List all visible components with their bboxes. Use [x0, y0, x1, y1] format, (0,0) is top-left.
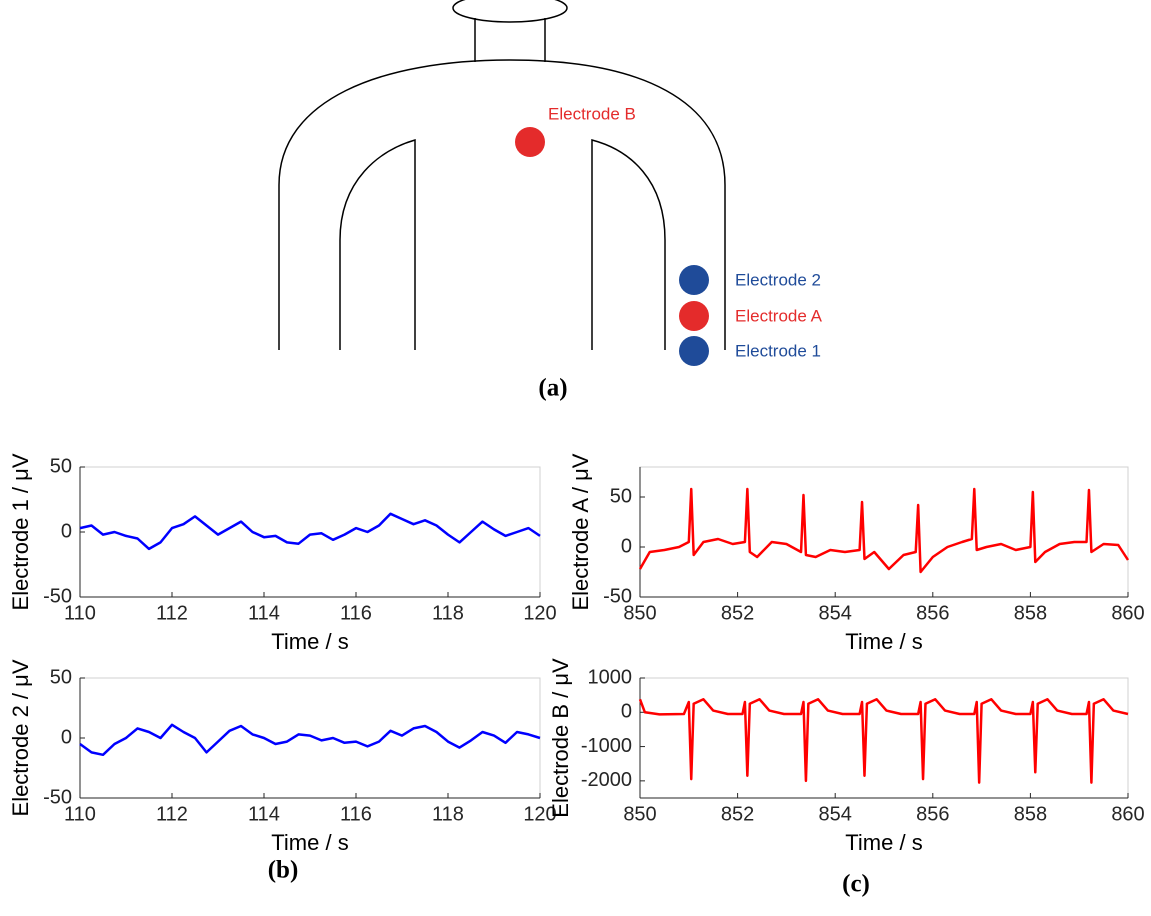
y-tick-label: 0: [61, 726, 72, 748]
x-tick-label: 120: [523, 602, 556, 624]
y-axis-label: Electrode A / μV: [568, 453, 593, 610]
x-tick-label: 858: [1014, 602, 1047, 624]
x-tick-label: 112: [156, 803, 188, 825]
x-tick-label: 116: [340, 803, 372, 825]
x-tick-label: 858: [1014, 803, 1047, 825]
data-line: [638, 698, 1129, 784]
x-tick-label: 118: [432, 803, 464, 825]
x-tick-label: 118: [432, 602, 464, 624]
vessel-top: [452, 0, 568, 23]
electrode-marker: [679, 265, 709, 295]
x-tick-label: 120: [523, 803, 556, 825]
x-axis-label: Time / s: [271, 629, 348, 654]
x-tick-label: 856: [916, 602, 949, 624]
y-tick-label: -2000: [581, 769, 632, 791]
x-tick-label: 854: [819, 803, 852, 825]
y-tick-label: 50: [50, 455, 72, 477]
y-axis-label: Electrode 2 / μV: [8, 659, 33, 816]
y-tick-label: 0: [621, 701, 632, 723]
x-axis-label: Time / s: [845, 629, 922, 654]
x-tick-label: 860: [1111, 803, 1144, 825]
caption: (c): [842, 871, 870, 898]
x-tick-label: 850: [623, 602, 656, 624]
y-tick-label: -1000: [581, 735, 632, 757]
y-tick-label: 50: [50, 666, 72, 688]
electrode-label: Electrode A: [735, 306, 823, 325]
y-tick-label: 0: [621, 535, 632, 557]
data-line: [79, 512, 541, 551]
electrode-label: Electrode B: [548, 104, 636, 123]
x-tick-label: 114: [248, 602, 280, 624]
y-axis-label: Electrode B / μV: [548, 658, 573, 818]
y-tick-label: 50: [610, 485, 632, 507]
vessel-inner-right: [591, 139, 666, 350]
caption: (a): [538, 375, 567, 402]
x-tick-label: 850: [623, 803, 656, 825]
electrode-label: Electrode 2: [735, 270, 821, 289]
plot-frame: [639, 677, 1129, 799]
x-tick-label: 852: [721, 602, 754, 624]
x-tick-label: 110: [64, 602, 96, 624]
electrode-marker: [679, 336, 709, 366]
y-tick-label: 1000: [588, 666, 633, 688]
y-tick-label: -50: [43, 585, 72, 607]
y-axis-label: Electrode 1 / μV: [8, 453, 33, 610]
x-tick-label: 860: [1111, 602, 1144, 624]
caption: (b): [268, 857, 299, 884]
x-tick-label: 854: [819, 602, 852, 624]
data-line: [638, 487, 1130, 574]
electrode-label: Electrode 1: [735, 341, 821, 360]
x-tick-label: 112: [156, 602, 188, 624]
y-tick-label: -50: [43, 786, 72, 808]
vessel-diagram: [278, 0, 726, 350]
y-tick-label: -50: [603, 585, 632, 607]
data-line: [79, 723, 541, 757]
electrode-marker: [679, 301, 709, 331]
x-tick-label: 856: [916, 803, 949, 825]
plot-frame: [639, 466, 1129, 598]
x-tick-label: 110: [64, 803, 96, 825]
vessel-outer: [278, 59, 726, 350]
x-axis-label: Time / s: [845, 830, 922, 855]
y-tick-label: 0: [61, 520, 72, 542]
x-axis-label: Time / s: [271, 830, 348, 855]
x-tick-label: 116: [340, 602, 372, 624]
x-tick-label: 114: [248, 803, 280, 825]
electrode-marker: [515, 127, 545, 157]
plot-frame: [79, 677, 541, 799]
x-tick-label: 852: [721, 803, 754, 825]
vessel-inner-left: [339, 139, 416, 350]
